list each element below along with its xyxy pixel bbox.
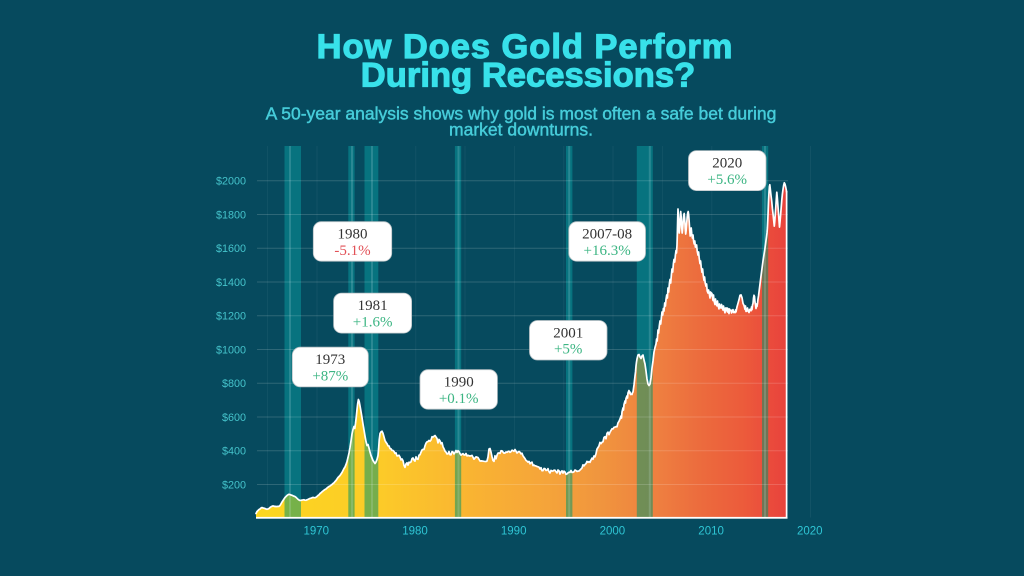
svg-text:2007-08: 2007-08 [582,227,632,243]
svg-text:A 50-year analysis shows why g: A 50-year analysis shows why gold is mos… [266,104,777,124]
svg-text:+0.1%: +0.1% [439,391,479,407]
svg-text:$1000: $1000 [216,344,246,356]
svg-text:1973: 1973 [315,352,345,368]
svg-text:2010: 2010 [698,526,724,538]
svg-text:$2000: $2000 [216,176,246,188]
svg-text:+1.6%: +1.6% [353,314,393,330]
svg-text:1980: 1980 [402,526,428,538]
svg-text:1981: 1981 [358,298,388,314]
svg-text:2020: 2020 [712,155,742,171]
svg-text:2020: 2020 [797,526,823,538]
svg-text:1990: 1990 [444,375,474,391]
svg-text:+5%: +5% [554,342,582,358]
svg-text:$800: $800 [222,378,246,390]
svg-text:1990: 1990 [501,526,527,538]
svg-text:$400: $400 [222,446,246,458]
svg-text:During Recessions?: During Recessions? [361,57,695,95]
svg-text:market downturns.: market downturns. [449,120,593,140]
svg-text:-5.1%: -5.1% [334,243,370,259]
svg-text:1980: 1980 [338,227,368,243]
svg-text:+16.3%: +16.3% [583,243,630,259]
svg-text:+5.6%: +5.6% [707,172,747,188]
svg-text:$200: $200 [222,479,246,491]
svg-text:2000: 2000 [600,526,626,538]
svg-text:2001: 2001 [553,325,583,341]
svg-text:$1800: $1800 [216,209,246,221]
svg-text:$600: $600 [222,412,246,424]
svg-text:$1400: $1400 [216,277,246,289]
svg-text:$1600: $1600 [216,243,246,255]
svg-text:+87%: +87% [312,368,348,384]
svg-text:How Does Gold Perform: How Does Gold Perform [317,28,734,66]
svg-text:1970: 1970 [304,526,330,538]
svg-text:$1200: $1200 [216,311,246,323]
